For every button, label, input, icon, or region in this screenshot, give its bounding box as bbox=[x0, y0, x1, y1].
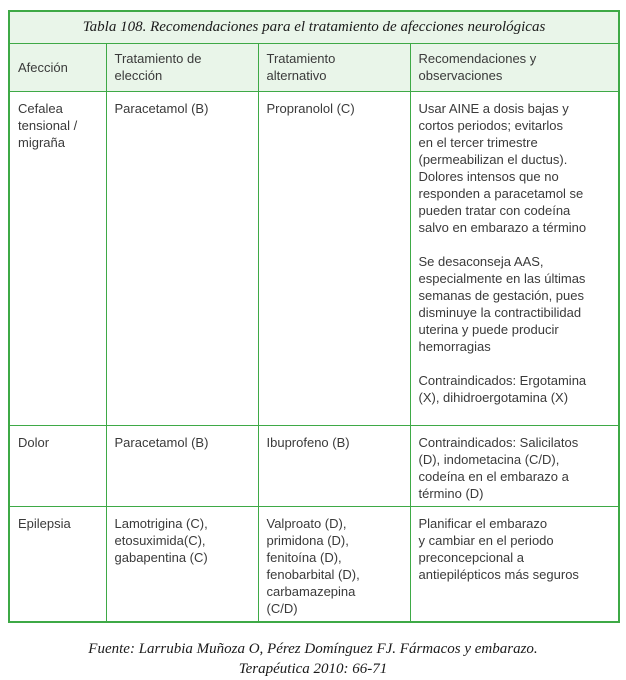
column-header-afeccion: Afección bbox=[8, 42, 107, 92]
table-row: Cefalea tensional / migraña Paracetamol … bbox=[8, 90, 620, 426]
cell-tratamiento-alternativo: Valproato (D), primidona (D), fenitoína … bbox=[257, 505, 411, 623]
table-title: Tabla 108. Recomendaciones para el trata… bbox=[8, 10, 620, 44]
cell-tratamiento-alternativo: Propranolol (C) bbox=[257, 90, 411, 426]
source-citation: Fuente: Larrubia Muñoza O, Pérez Domíngu… bbox=[8, 639, 618, 679]
table-row: Epilepsia Lamotrigina (C), etosuximida(C… bbox=[8, 505, 620, 623]
cell-afeccion: Dolor bbox=[8, 424, 107, 507]
cell-tratamiento-eleccion: Paracetamol (B) bbox=[105, 424, 259, 507]
recommendations-table: Tabla 108. Recomendaciones para el trata… bbox=[8, 10, 620, 623]
table-title-row: Tabla 108. Recomendaciones para el trata… bbox=[8, 10, 620, 44]
cell-tratamiento-eleccion: Lamotrigina (C), etosuximida(C), gabapen… bbox=[105, 505, 259, 623]
cell-tratamiento-alternativo: Ibuprofeno (B) bbox=[257, 424, 411, 507]
cell-afeccion: Cefalea tensional / migraña bbox=[8, 90, 107, 426]
cell-recomendaciones: Planificar el embarazo y cambiar en el p… bbox=[409, 505, 620, 623]
cell-tratamiento-eleccion: Paracetamol (B) bbox=[105, 90, 259, 426]
cell-afeccion: Epilepsia bbox=[8, 505, 107, 623]
column-header-tratamiento-alternativo: Tratamiento alternativo bbox=[257, 42, 411, 92]
column-header-recomendaciones: Recomendaciones y observaciones bbox=[409, 42, 620, 92]
source-citation-line-2: Terapéutica 2010: 66-71 bbox=[238, 661, 388, 677]
column-header-tratamiento-eleccion: Tratamiento de elección bbox=[105, 42, 259, 92]
table-header-row: Afección Tratamiento de elección Tratami… bbox=[8, 42, 620, 92]
cell-recomendaciones: Contraindicados: Salicilatos (D), indome… bbox=[409, 424, 620, 507]
source-citation-line-1: Fuente: Larrubia Muñoza O, Pérez Domíngu… bbox=[88, 641, 538, 657]
cell-recomendaciones: Usar AINE a dosis bajas y cortos periodo… bbox=[409, 90, 620, 426]
table-row: Dolor Paracetamol (B) Ibuprofeno (B) Con… bbox=[8, 424, 620, 507]
